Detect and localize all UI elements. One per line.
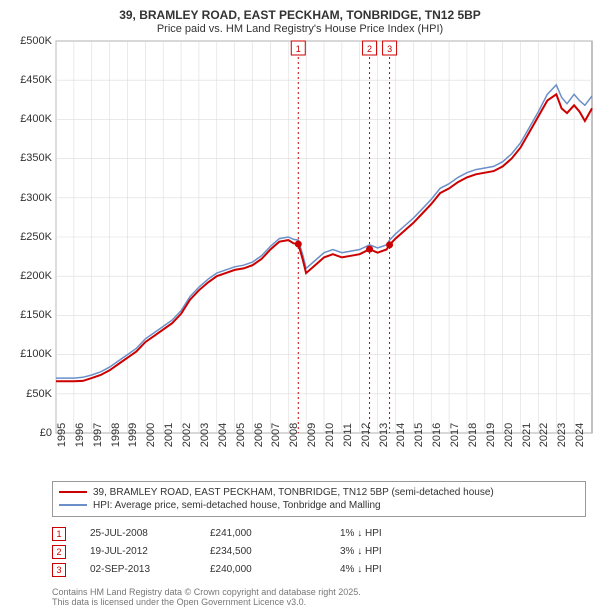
sale-date: 25-JUL-2008	[90, 528, 210, 539]
chart-title: 39, BRAMLEY ROAD, EAST PECKHAM, TONBRIDG…	[4, 8, 596, 37]
legend-label: HPI: Average price, semi-detached house,…	[93, 500, 381, 511]
chart-svg: 1 2 3	[4, 37, 596, 457]
x-tick-label: 2014	[395, 423, 407, 447]
page: 39, BRAMLEY ROAD, EAST PECKHAM, TONBRIDG…	[0, 0, 600, 590]
x-tick-label: 2012	[360, 423, 372, 447]
x-tick-label: 2009	[306, 423, 318, 447]
sale-price: £241,000	[210, 528, 340, 539]
x-tick-label: 2003	[199, 423, 211, 447]
x-tick-label: 2016	[431, 423, 443, 447]
x-tick-label: 2013	[378, 423, 390, 447]
sale-price: £240,000	[210, 564, 340, 575]
x-tick-label: 2001	[163, 423, 175, 447]
x-tick-label: 2005	[235, 423, 247, 447]
x-tick-label: 1996	[74, 423, 86, 447]
y-tick-label: £50K	[4, 388, 52, 400]
x-tick-label: 2021	[521, 423, 533, 447]
y-tick-label: £150K	[4, 309, 52, 321]
y-tick-label: £500K	[4, 35, 52, 47]
y-tick-label: £100K	[4, 348, 52, 360]
x-tick-label: 2008	[288, 423, 300, 447]
x-tick-label: 2023	[556, 423, 568, 447]
x-tick-label: 2011	[342, 423, 354, 447]
x-tick-label: 2000	[145, 423, 157, 447]
x-tick-label: 2007	[270, 423, 282, 447]
x-tick-label: 2002	[181, 423, 193, 447]
sale-price: £234,500	[210, 546, 340, 557]
sale-row: 2 19-JUL-2012£234,5003% ↓ HPI	[52, 543, 586, 561]
svg-text:3: 3	[387, 44, 392, 54]
sale-delta: 1% ↓ HPI	[340, 528, 586, 539]
legend-item: 39, BRAMLEY ROAD, EAST PECKHAM, TONBRIDG…	[59, 486, 579, 499]
title-line1: 39, BRAMLEY ROAD, EAST PECKHAM, TONBRIDG…	[4, 8, 596, 23]
x-tick-label: 1995	[56, 423, 68, 447]
footer-line2: This data is licensed under the Open Gov…	[52, 597, 586, 607]
footer-line1: Contains HM Land Registry data © Crown c…	[52, 587, 586, 597]
y-tick-label: £450K	[4, 74, 52, 86]
x-tick-label: 2020	[503, 423, 515, 447]
legend-item: HPI: Average price, semi-detached house,…	[59, 499, 579, 512]
sale-marker: 3	[52, 563, 66, 577]
x-tick-label: 2017	[449, 423, 461, 447]
x-tick-label: 2006	[253, 423, 265, 447]
sale-delta: 4% ↓ HPI	[340, 564, 586, 575]
x-tick-label: 2015	[413, 423, 425, 447]
svg-text:2: 2	[367, 44, 372, 54]
y-tick-label: £250K	[4, 231, 52, 243]
legend-swatch	[59, 504, 87, 506]
x-tick-label: 2019	[485, 423, 497, 447]
sale-marker: 1	[52, 527, 66, 541]
y-tick-label: £200K	[4, 270, 52, 282]
x-tick-label: 1999	[127, 423, 139, 447]
svg-text:1: 1	[296, 44, 301, 54]
chart-area: 1 2 3 £0 £50K £100K £150K £200K £250K £300K £350K…	[4, 37, 596, 457]
sale-date: 02-SEP-2013	[90, 564, 210, 575]
legend: 39, BRAMLEY ROAD, EAST PECKHAM, TONBRIDG…	[52, 481, 586, 517]
sale-delta: 3% ↓ HPI	[340, 546, 586, 557]
legend-swatch	[59, 491, 87, 493]
sale-date: 19-JUL-2012	[90, 546, 210, 557]
title-line2: Price paid vs. HM Land Registry's House …	[4, 23, 596, 37]
x-tick-label: 2004	[217, 423, 229, 447]
x-tick-label: 2018	[467, 423, 479, 447]
sales-table: 1 25-JUL-2008£241,0001% ↓ HPI 2 19-JUL-2012…	[52, 525, 586, 579]
x-tick-label: 2022	[538, 423, 550, 447]
y-tick-label: £350K	[4, 152, 52, 164]
sale-row: 3 02-SEP-2013£240,0004% ↓ HPI	[52, 561, 586, 579]
y-tick-label: £400K	[4, 113, 52, 125]
x-tick-label: 2024	[574, 423, 586, 447]
x-tick-label: 2010	[324, 423, 336, 447]
x-tick-label: 1998	[110, 423, 122, 447]
x-tick-label: 1997	[92, 423, 104, 447]
y-tick-label: £300K	[4, 192, 52, 204]
sale-marker: 2	[52, 545, 66, 559]
y-tick-label: £0	[4, 427, 52, 439]
legend-label: 39, BRAMLEY ROAD, EAST PECKHAM, TONBRIDG…	[93, 487, 494, 498]
sale-row: 1 25-JUL-2008£241,0001% ↓ HPI	[52, 525, 586, 543]
